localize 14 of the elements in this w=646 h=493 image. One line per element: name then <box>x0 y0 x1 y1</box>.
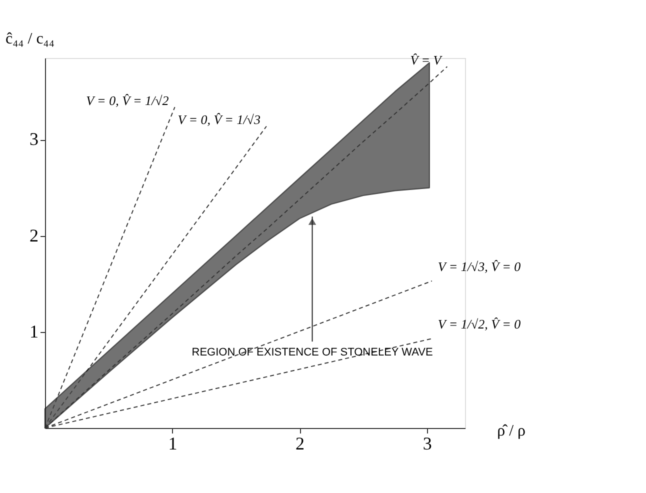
series-label: V̂ = V <box>410 52 444 68</box>
series-label: V = 1/√2, V̂ = 0 <box>438 316 522 332</box>
x-tick-label: 2 <box>296 434 305 454</box>
x-axis-title: ρ̂ / ρ <box>497 422 526 440</box>
y-tick-label: 2 <box>30 225 38 246</box>
series-label: V = 0, V̂ = 1/√2 <box>86 92 170 108</box>
annotation: REGION OF EXISTENCE OF STONELEY WAVE <box>192 346 433 359</box>
y-tick-label: 3 <box>30 129 38 150</box>
x-tick-label: 3 <box>422 434 432 454</box>
series-label: V = 1/√3, V̂ = 0 <box>438 258 522 274</box>
y-axis-title: ĉ₄₄ / c₄₄ <box>6 30 55 48</box>
series-label: V = 0, V̂ = 1/√3 <box>178 112 261 128</box>
x-tick-label: 1 <box>168 434 178 454</box>
y-tick-label: 1 <box>30 321 38 342</box>
